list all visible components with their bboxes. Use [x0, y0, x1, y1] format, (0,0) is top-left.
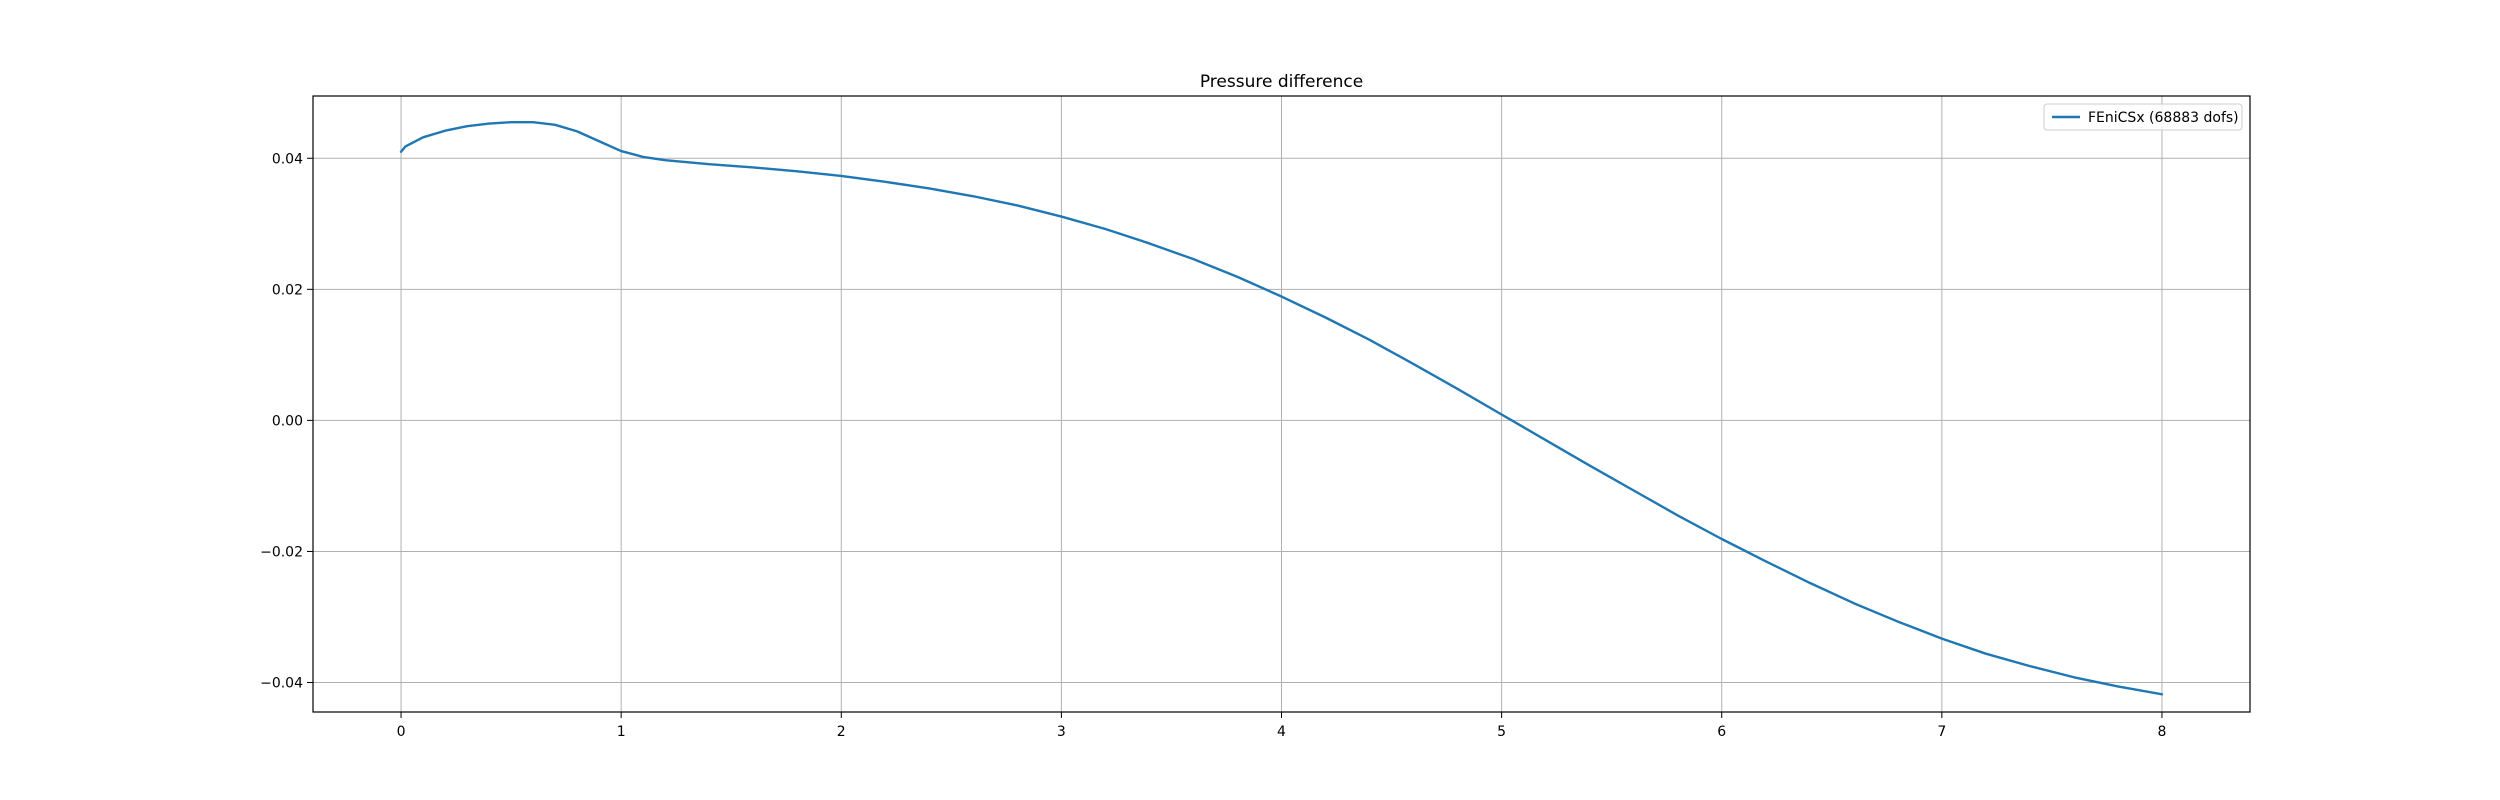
y-tick-label: −0.04: [260, 676, 303, 692]
x-tick-label: 8: [2157, 724, 2166, 740]
legend-box: [2043, 103, 2243, 131]
x-tick-label: 6: [1717, 724, 1726, 740]
x-tick-label: 1: [617, 724, 626, 740]
legend-label: FEniCSx (68883 dofs): [2088, 110, 2239, 126]
y-tick-label: −0.02: [260, 544, 303, 560]
grid: [313, 96, 2250, 712]
y-tick-label: 0.00: [272, 413, 303, 429]
x-tick-label: 0: [397, 724, 406, 740]
legend: FEniCSx (68883 dofs): [2043, 103, 2243, 131]
chart-title: Pressure difference: [1200, 72, 1363, 92]
x-tick-label: 3: [1057, 724, 1066, 740]
series-line: [399, 121, 2164, 696]
y-tick-label: 0.02: [272, 282, 303, 298]
x-tick-label: 7: [1937, 724, 1946, 740]
y-tick-label: 0.04: [272, 151, 303, 167]
x-tick-label: 2: [837, 724, 846, 740]
x-tick-label: 5: [1497, 724, 1506, 740]
ticks: 0 1 2 3 4 5 6 7 8 −0.04 −0.02 0.00 0.02 0.04: [260, 151, 2166, 740]
x-tick-label: 4: [1277, 724, 1286, 740]
series-layer: [399, 121, 2164, 696]
